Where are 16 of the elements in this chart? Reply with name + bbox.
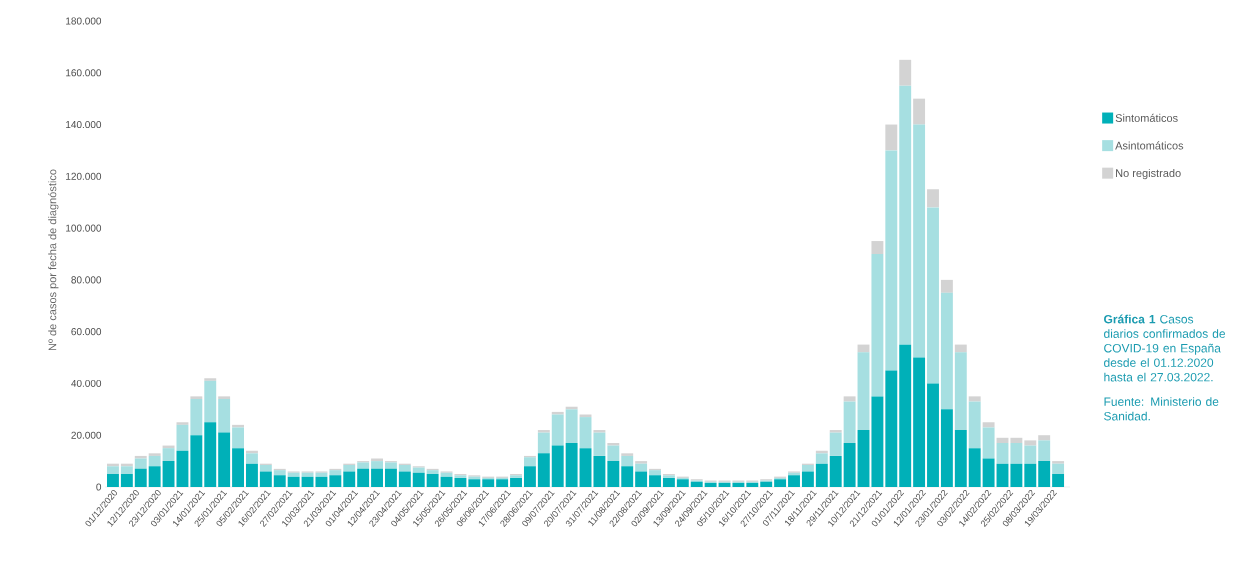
y-tick-label: 40.000 [71,379,102,387]
legend-label: Sintomáticos [1115,113,1178,122]
y-tick-label: 100.000 [66,224,102,232]
legend-label: Asintomáticos [1115,141,1184,150]
y-tick-label: 80.000 [71,276,102,284]
y-tick-label: 20.000 [71,431,102,439]
text: Gráfica 1 Casos diarios confirmados de COVID-19 en España desde el 01.12.2020 hasta el 27.03.2022. [1104,314,1226,382]
legend-label: No registrado [1116,168,1181,180]
y-tick-label: 140.000 [66,121,102,129]
source-note: Fuente: Ministerio de Sanidad. [1104,397,1219,421]
y-tick-label: 60.000 [71,328,102,336]
y-tick-label: 160.000 [66,69,102,77]
y-tick-label: 120.000 [66,172,102,180]
y-axis-title: Nº de casos por fecha de diagnóstico [48,169,59,351]
y-tick-label: 180.000 [66,17,102,25]
y-tick-label: 0 [96,483,102,491]
